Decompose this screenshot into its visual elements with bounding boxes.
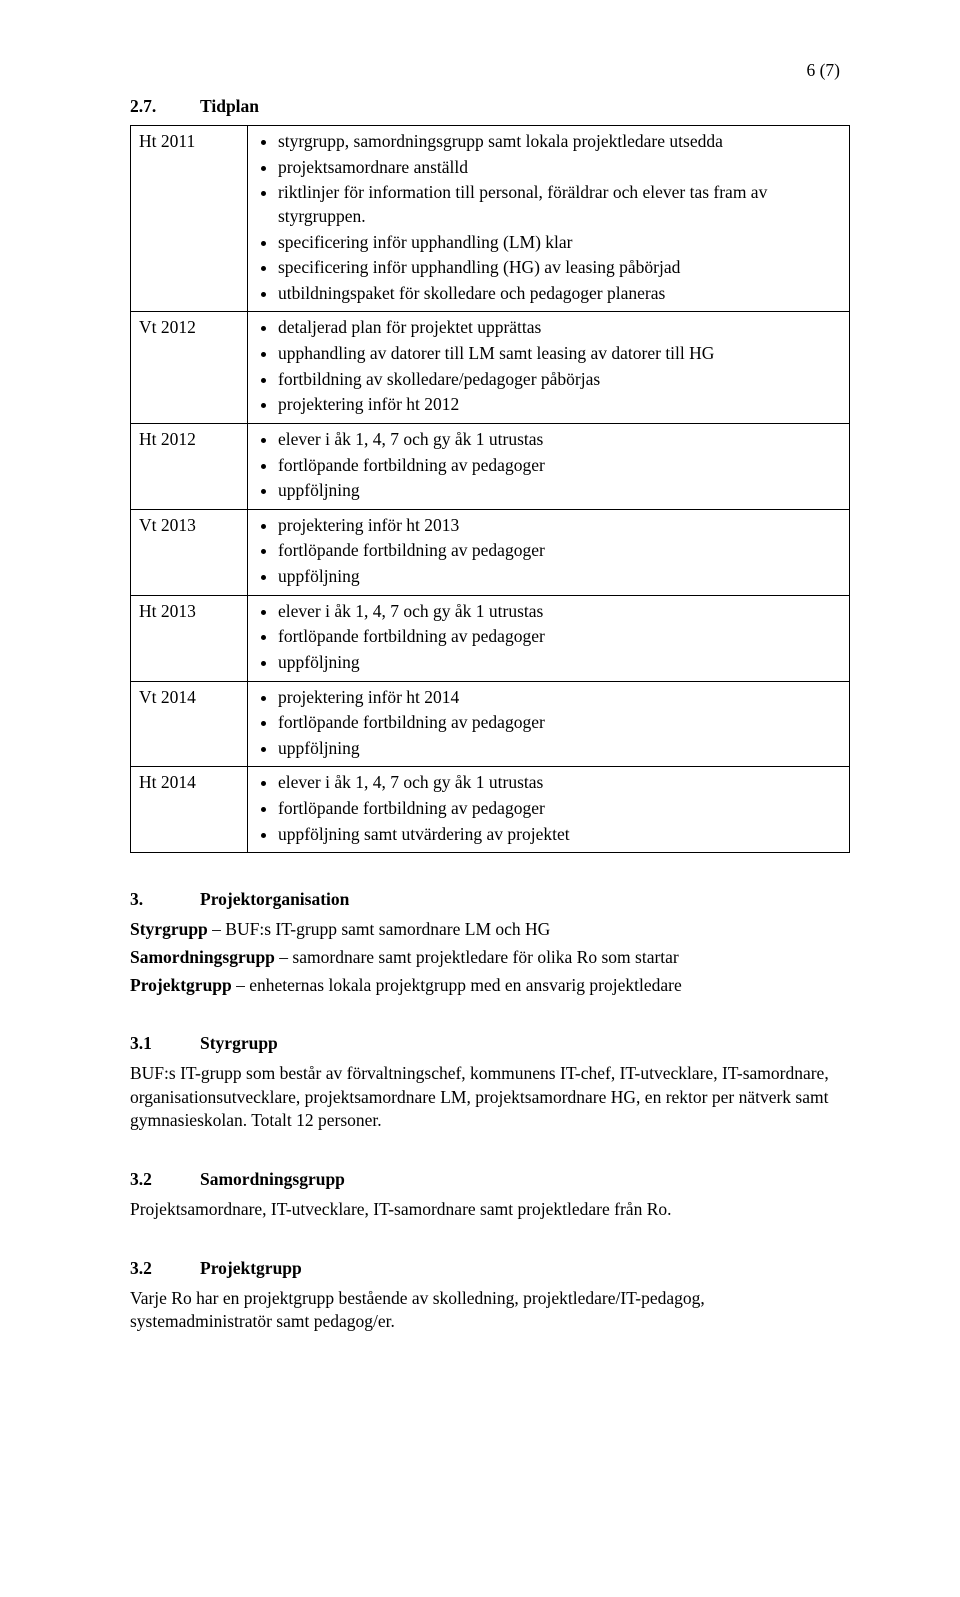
list-item: elever i åk 1, 4, 7 och gy åk 1 utrustas: [278, 771, 841, 795]
list-item: detaljerad plan för projektet upprättas: [278, 316, 841, 340]
period-cell: Ht 2014: [131, 767, 248, 853]
heading-3-2a-title: Samordningsgrupp: [200, 1169, 345, 1189]
list-item: uppföljning: [278, 737, 841, 761]
items-list: elever i åk 1, 4, 7 och gy åk 1 utrustas…: [256, 428, 841, 503]
list-item: utbildningspaket för skolledare och peda…: [278, 282, 841, 306]
items-list: elever i åk 1, 4, 7 och gy åk 1 utrustas…: [256, 600, 841, 675]
table-row: Ht 2012elever i åk 1, 4, 7 och gy åk 1 u…: [131, 423, 850, 509]
list-item: uppföljning samt utvärdering av projekte…: [278, 823, 841, 847]
samordningsgrupp-label: Samordningsgrupp: [130, 947, 275, 967]
items-cell: elever i åk 1, 4, 7 och gy åk 1 utrustas…: [248, 423, 850, 509]
heading-3-2b-num: 3.2: [130, 1258, 200, 1279]
items-cell: elever i åk 1, 4, 7 och gy åk 1 utrustas…: [248, 595, 850, 681]
styrgrupp-line: Styrgrupp – BUF:s IT-grupp samt samordna…: [130, 918, 850, 942]
list-item: uppföljning: [278, 651, 841, 675]
heading-2-7-title: Tidplan: [200, 96, 259, 116]
list-item: elever i åk 1, 4, 7 och gy åk 1 utrustas: [278, 600, 841, 624]
section-3-body: Styrgrupp – BUF:s IT-grupp samt samordna…: [130, 918, 850, 997]
heading-3-2a-num: 3.2: [130, 1169, 200, 1190]
table-row: Ht 2014elever i åk 1, 4, 7 och gy åk 1 u…: [131, 767, 850, 853]
list-item: elever i åk 1, 4, 7 och gy åk 1 utrustas: [278, 428, 841, 452]
items-cell: projektering inför ht 2014fortlöpande fo…: [248, 681, 850, 767]
heading-2-7: 2.7.Tidplan: [130, 96, 850, 117]
heading-3-1: 3.1Styrgrupp: [130, 1033, 850, 1054]
list-item: projektering inför ht 2013: [278, 514, 841, 538]
samordningsgrupp-rest: – samordnare samt projektledare för olik…: [275, 947, 679, 967]
projektgrupp-label: Projektgrupp: [130, 975, 232, 995]
page: 6 (7) 2.7.Tidplan Ht 2011 styrgrupp, samo…: [0, 0, 960, 1597]
section-3-2b-body: Varje Ro har en projektgrupp bestående a…: [130, 1287, 850, 1334]
items-list: projektering inför ht 2013fortlöpande fo…: [256, 514, 841, 589]
projektgrupp-rest: – enheternas lokala projektgrupp med en …: [232, 975, 682, 995]
heading-3-2b-title: Projektgrupp: [200, 1258, 302, 1278]
list-item: specificering inför upphandling (HG) av …: [278, 256, 841, 280]
styrgrupp-label: Styrgrupp: [130, 919, 208, 939]
heading-3-2b: 3.2Projektgrupp: [130, 1258, 850, 1279]
list-item: fortlöpande fortbildning av pedagoger: [278, 539, 841, 563]
list-item: fortbildning av skolledare/pedagoger påb…: [278, 368, 841, 392]
list-item: fortlöpande fortbildning av pedagoger: [278, 711, 841, 735]
styrgrupp-rest: – BUF:s IT-grupp samt samordnare LM och …: [208, 919, 551, 939]
list-item: projektering inför ht 2014: [278, 686, 841, 710]
period-cell: Ht 2012: [131, 423, 248, 509]
list-item: projektering inför ht 2012: [278, 393, 841, 417]
tidplan-table: Ht 2011 styrgrupp, samordningsgrupp samt …: [130, 125, 850, 853]
list-item: riktlinjer för information till personal…: [278, 181, 841, 228]
list-item: fortlöpande fortbildning av pedagoger: [278, 625, 841, 649]
table-row: Ht 2013elever i åk 1, 4, 7 och gy åk 1 u…: [131, 595, 850, 681]
items-cell: detaljerad plan för projektet upprättasu…: [248, 312, 850, 424]
table-row: Vt 2013projektering inför ht 2013fortlöp…: [131, 509, 850, 595]
items-cell: projektering inför ht 2013fortlöpande fo…: [248, 509, 850, 595]
table-row: Vt 2012detaljerad plan för projektet upp…: [131, 312, 850, 424]
period-cell: Ht 2013: [131, 595, 248, 681]
heading-2-7-num: 2.7.: [130, 96, 200, 117]
list-item: fortlöpande fortbildning av pedagoger: [278, 797, 841, 821]
section-3-1-body: BUF:s IT-grupp som består av förvaltning…: [130, 1062, 850, 1133]
heading-3-1-num: 3.1: [130, 1033, 200, 1054]
list-item: uppföljning: [278, 565, 841, 589]
heading-3-title: Projektorganisation: [200, 889, 349, 909]
list-item: uppföljning: [278, 479, 841, 503]
table-row: Ht 2011 styrgrupp, samordningsgrupp samt …: [131, 126, 850, 312]
heading-3: 3.Projektorganisation: [130, 889, 850, 910]
items-cell: styrgrupp, samordningsgrupp samt lokala …: [248, 126, 850, 312]
items-list: projektering inför ht 2014fortlöpande fo…: [256, 686, 841, 761]
table-row: Vt 2014projektering inför ht 2014fortlöp…: [131, 681, 850, 767]
period-cell: Vt 2014: [131, 681, 248, 767]
period-cell: Ht 2011: [131, 126, 248, 312]
items-cell: elever i åk 1, 4, 7 och gy åk 1 utrustas…: [248, 767, 850, 853]
list-item: projektsamordnare anställd: [278, 156, 841, 180]
heading-3-1-title: Styrgrupp: [200, 1033, 278, 1053]
items-list: detaljerad plan för projektet upprättasu…: [256, 316, 841, 417]
items-list: styrgrupp, samordningsgrupp samt lokala …: [256, 130, 841, 305]
heading-3-num: 3.: [130, 889, 200, 910]
page-number: 6 (7): [806, 60, 840, 81]
items-list: elever i åk 1, 4, 7 och gy åk 1 utrustas…: [256, 771, 841, 846]
list-item: specificering inför upphandling (LM) kla…: [278, 231, 841, 255]
period-cell: Vt 2013: [131, 509, 248, 595]
list-item: fortlöpande fortbildning av pedagoger: [278, 454, 841, 478]
period-cell: Vt 2012: [131, 312, 248, 424]
samordningsgrupp-line: Samordningsgrupp – samordnare samt proje…: [130, 946, 850, 970]
projektgrupp-line: Projektgrupp – enheternas lokala projekt…: [130, 974, 850, 998]
heading-3-2a: 3.2Samordningsgrupp: [130, 1169, 850, 1190]
list-item: styrgrupp, samordningsgrupp samt lokala …: [278, 130, 841, 154]
list-item: upphandling av datorer till LM samt leas…: [278, 342, 841, 366]
section-3-2a-body: Projektsamordnare, IT-utvecklare, IT-sam…: [130, 1198, 850, 1222]
